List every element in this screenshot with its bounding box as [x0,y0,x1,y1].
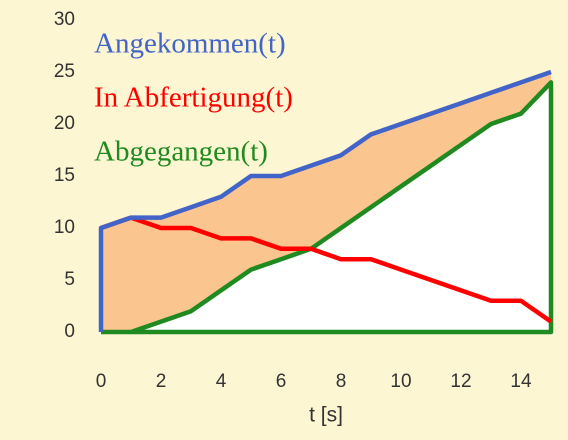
x-tick-label: 2 [156,371,167,392]
x-tick-label: 0 [96,371,107,392]
y-tick-label: 15 [54,165,75,186]
y-tick-label: 20 [54,113,75,134]
area-below [101,82,551,333]
y-tick-label: 5 [64,269,75,290]
y-tick-label: 10 [54,217,75,238]
y-tick-label: 25 [54,61,75,82]
y-tick-label: 30 [54,9,75,30]
x-tick-label: 4 [216,371,227,392]
legend-entry: Angekommen(t) [94,28,286,60]
area-between [101,72,551,332]
x-tick-label: 14 [510,371,532,392]
legend-entry: In Abfertigung(t) [94,82,293,114]
x-tick-label: 10 [390,371,411,392]
x-axis-label: t [s] [309,404,343,427]
x-tick-label: 6 [276,371,287,392]
series-line [101,80,554,335]
x-tick-label: 12 [450,371,471,392]
legend-entry: Abgegangen(t) [94,136,268,168]
x-tick-label: 8 [336,371,347,392]
series-line [100,215,553,324]
series-line [98,69,552,332]
y-tick-label: 0 [64,321,75,342]
